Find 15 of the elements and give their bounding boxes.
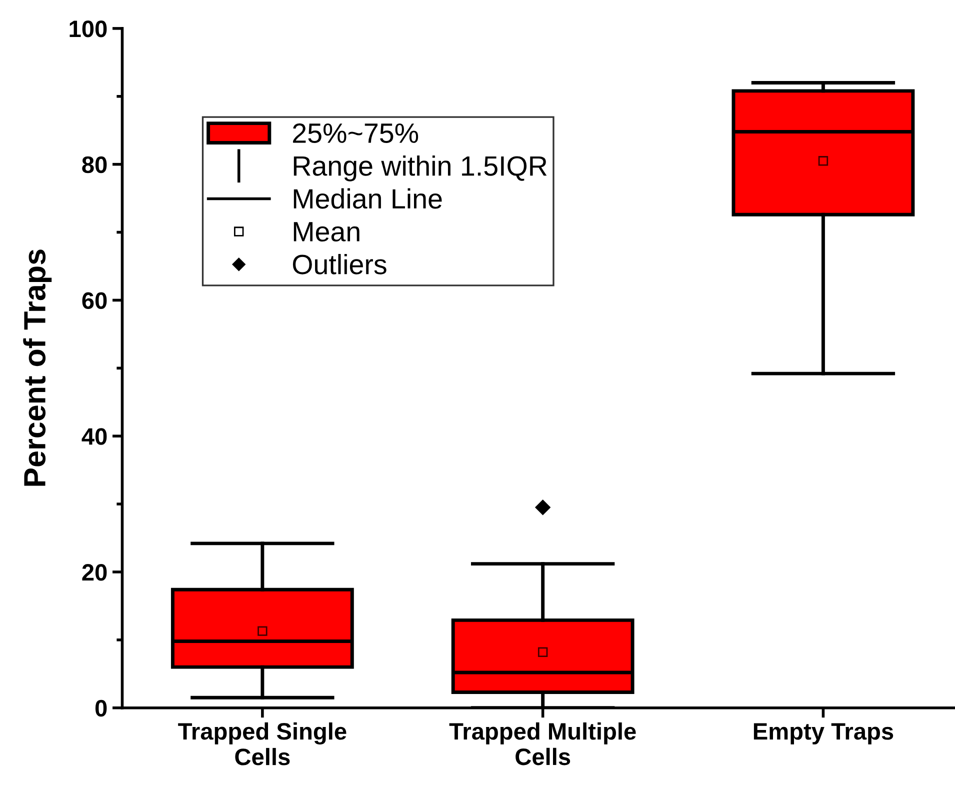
x-tick-label: Trapped Multiple Cells [449, 722, 636, 766]
annotation: Range within 1.5IQR [294, 155, 547, 182]
y-tick-label: 20 [82, 564, 107, 581]
y-tick-label: 100 [70, 20, 107, 38]
x-tick-label: Empty Traps [754, 723, 894, 744]
y-tick-label: 60 [82, 292, 107, 309]
y-tick-label: 0 [95, 700, 107, 717]
annotation: Outliers [292, 254, 386, 274]
y-axis-title: Percent of Traps [23, 250, 52, 486]
y-tick-label: 40 [82, 428, 107, 445]
annotation: Mean [294, 222, 360, 242]
legend-label: 25%~75% [293, 123, 418, 144]
y-tick-label: 80 [82, 156, 107, 174]
x-tick-label: Trapped Single Cells [178, 722, 346, 766]
annotation: Median Line [294, 188, 442, 209]
